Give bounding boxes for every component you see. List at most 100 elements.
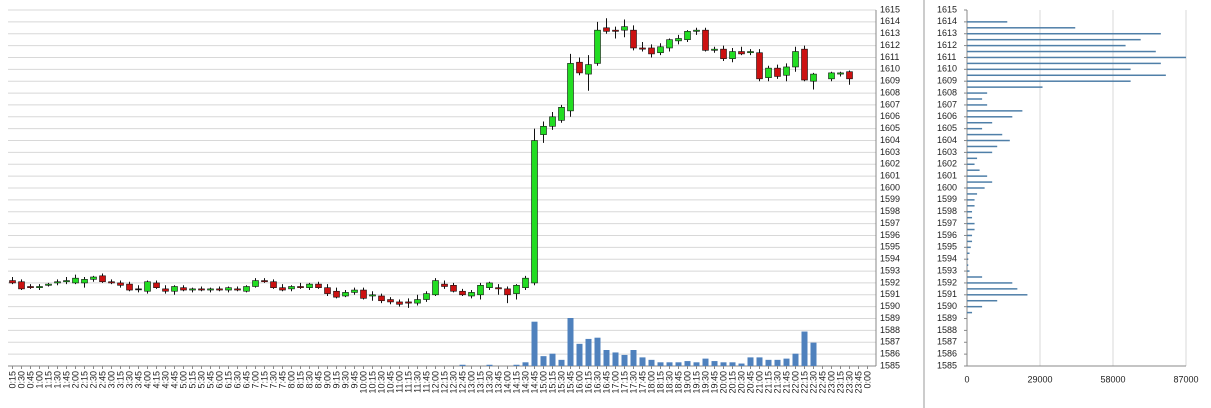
y-tick-label: 1593 (880, 265, 900, 275)
y-tick-label: 1588 (880, 325, 900, 335)
x-tick-label: 10:00 (359, 371, 369, 394)
y-tick-label: 1606 (880, 111, 900, 121)
x-tick-label: 5:00 (179, 371, 189, 389)
y-tick-label: 1615 (937, 4, 957, 14)
y-tick-label: 1588 (937, 325, 957, 335)
candle-body (333, 290, 340, 298)
y-tick-label: 1592 (937, 277, 957, 287)
candle-body (369, 294, 376, 297)
x-tick-label: 9:45 (350, 371, 360, 389)
volume-bar (630, 350, 637, 366)
volume-bar (765, 359, 772, 366)
y-tick-label: 1599 (937, 194, 957, 204)
x-tick-label: 3:00 (107, 371, 117, 389)
x-tick-label: 11:45 (422, 371, 432, 393)
candle-body (279, 287, 286, 291)
candle-body (486, 282, 493, 288)
candle-body (387, 299, 394, 303)
volume-bar (459, 364, 466, 366)
candle-body (306, 283, 313, 288)
x-tick-label: 10:45 (386, 371, 396, 394)
x-tick-label: 7:30 (269, 371, 279, 389)
x-tick-label: 17:30 (629, 371, 639, 394)
x-tick-label: 20:00 (719, 371, 729, 394)
x-tick-label: 18:00 (647, 371, 657, 394)
candle-body (324, 287, 331, 294)
y-tick-label: 1599 (880, 194, 900, 204)
x-tick-label: 15:15 (548, 371, 558, 394)
volume-bar (648, 359, 655, 366)
x-tick-label: 7:45 (278, 371, 288, 389)
candle-body (27, 286, 34, 288)
candle-body (513, 285, 520, 294)
volume-bar (711, 361, 718, 366)
profile-bar (967, 121, 993, 124)
profile-bar (967, 145, 998, 148)
x-tick-label: 23:15 (836, 371, 846, 394)
candle-body (738, 51, 745, 55)
candle-body (630, 29, 637, 49)
x-tick-label: 11:30 (413, 371, 423, 393)
x-tick-label: 6:30 (233, 371, 243, 389)
y-tick-label: 1601 (880, 171, 900, 181)
y-tick-label: 1592 (880, 277, 900, 287)
x-tick-label: 0:45 (26, 371, 36, 389)
candle-body (612, 29, 619, 32)
profile-bar (967, 62, 1161, 65)
candle-body (171, 286, 178, 292)
x-tick-label: 12:45 (458, 371, 468, 394)
x-tick-label: 7:00 (251, 371, 261, 389)
x-tick-label: 22:45 (818, 371, 828, 394)
candle-body (63, 280, 70, 283)
profile-bar (967, 294, 1028, 296)
volume-bar (666, 362, 673, 366)
candle-body (576, 61, 583, 74)
x-tick-label: 18:15 (656, 371, 666, 394)
volume-bar (612, 352, 619, 366)
x-tick-label: 14:00 (503, 371, 513, 394)
x-tick-label: 1:30 (53, 371, 63, 389)
volume-bar (621, 354, 628, 366)
x-tick-label: 58000 (1100, 374, 1125, 384)
candle-body (243, 286, 250, 292)
x-tick-label: 6:45 (242, 371, 252, 389)
y-tick-label: 1589 (880, 313, 900, 323)
x-tick-label: 23:00 (827, 371, 837, 394)
y-tick-label: 1594 (880, 254, 900, 264)
candle-body (747, 51, 754, 54)
volume-bar (810, 342, 817, 366)
x-tick-label: 4:45 (170, 371, 180, 389)
candle-body (459, 290, 466, 296)
candle-body (441, 283, 448, 287)
profile-bar (967, 50, 1156, 53)
y-tick-label: 1597 (937, 218, 957, 228)
x-tick-label: 9:15 (332, 371, 342, 389)
x-tick-label: 17:00 (611, 371, 621, 394)
volume-bar (675, 362, 682, 366)
y-tick-label: 1585 (880, 360, 900, 370)
candle-body (639, 47, 646, 50)
x-tick-label: 2:30 (89, 371, 99, 389)
volume-bar (729, 362, 736, 366)
x-tick-label: 0:15 (8, 371, 18, 389)
y-tick-label: 1602 (937, 159, 957, 169)
profile-bar (967, 205, 975, 207)
volume-bar (756, 357, 763, 366)
candle-body (288, 286, 295, 290)
candle-body (360, 289, 367, 299)
x-tick-label: 21:00 (755, 371, 765, 394)
x-tick-label: 5:15 (188, 371, 198, 389)
x-tick-label: 13:45 (494, 371, 504, 394)
x-tick-label: 87000 (1173, 374, 1198, 384)
x-tick-label: 8:45 (314, 371, 324, 389)
profile-bar (967, 234, 973, 237)
y-tick-label: 1594 (937, 254, 957, 264)
volume-bar (603, 350, 610, 366)
profile-bar (967, 288, 1018, 290)
candle-body (81, 279, 88, 284)
profile-bar (967, 92, 988, 94)
candle-body (585, 64, 592, 75)
candle-body (378, 295, 385, 302)
profile-bar (967, 86, 1043, 88)
y-tick-label: 1590 (880, 301, 900, 311)
